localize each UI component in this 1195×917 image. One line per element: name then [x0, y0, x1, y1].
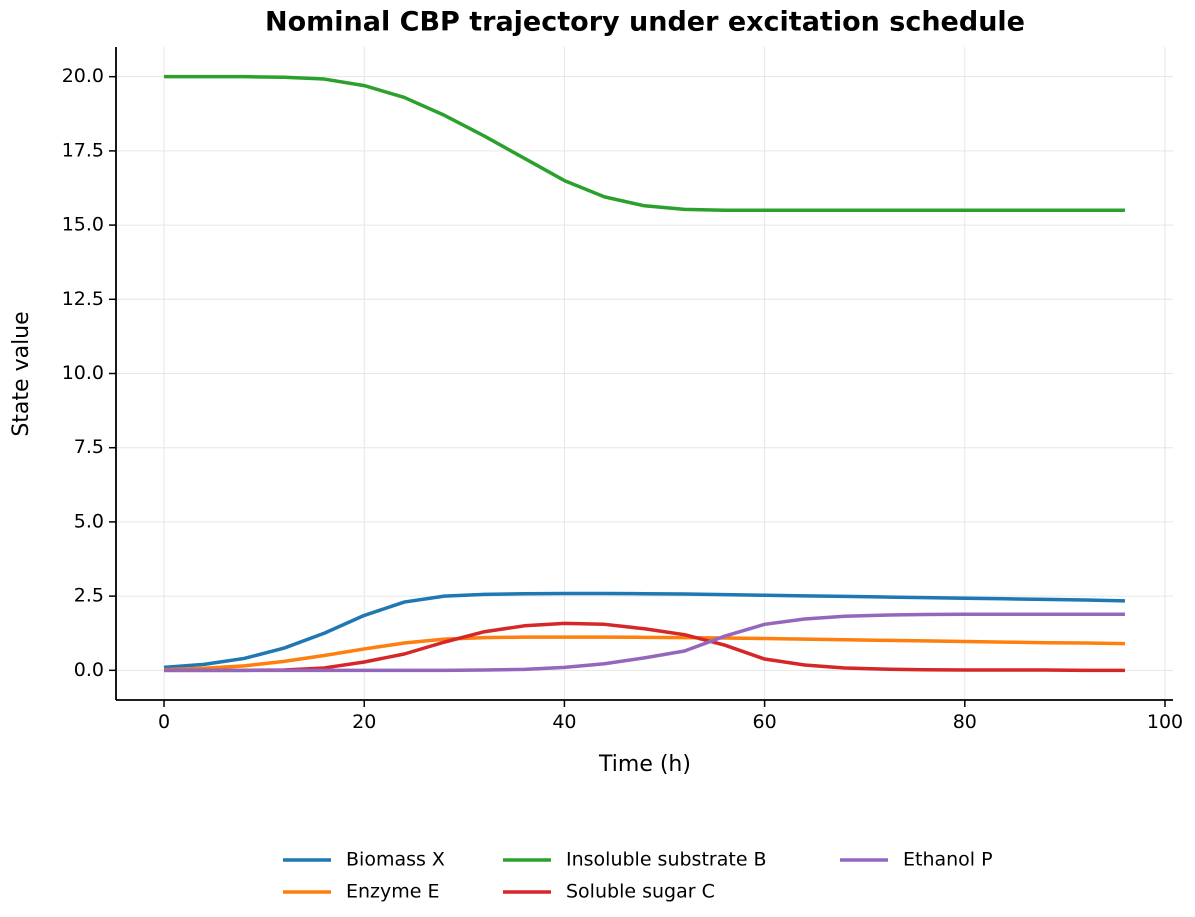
x-tick-label: 80 — [953, 711, 977, 733]
y-tick-label: 15.0 — [62, 214, 104, 236]
x-tick-label: 0 — [158, 711, 170, 733]
legend-label: Ethanol P — [903, 849, 993, 871]
x-tick-label: 20 — [352, 711, 376, 733]
x-tick-label: 100 — [1147, 711, 1183, 733]
y-axis-label: State value — [9, 311, 34, 436]
y-tick-label: 12.5 — [62, 288, 104, 310]
x-tick-label: 40 — [552, 711, 576, 733]
y-tick-label: 17.5 — [62, 139, 104, 161]
y-tick-label: 10.0 — [62, 362, 104, 384]
y-tick-label: 5.0 — [74, 510, 104, 532]
legend-label: Biomass X — [346, 849, 445, 871]
legend-label: Soluble sugar C — [566, 881, 715, 903]
y-tick-label: 7.5 — [74, 436, 104, 458]
legend-label: Insoluble substrate B — [566, 849, 767, 871]
x-tick-label: 60 — [753, 711, 777, 733]
y-tick-label: 20.0 — [62, 65, 104, 87]
series-line — [164, 74, 1125, 212]
series-line — [164, 612, 1125, 673]
y-tick-label: 0.0 — [74, 659, 104, 681]
x-axis-label: Time (h) — [598, 752, 691, 777]
legend-label: Enzyme E — [346, 881, 440, 903]
chart-title: Nominal CBP trajectory under excitation … — [265, 7, 1025, 38]
series-line — [164, 621, 1125, 673]
series-line — [163, 591, 1125, 670]
y-tick-label: 2.5 — [74, 585, 104, 607]
series-line — [163, 635, 1125, 672]
